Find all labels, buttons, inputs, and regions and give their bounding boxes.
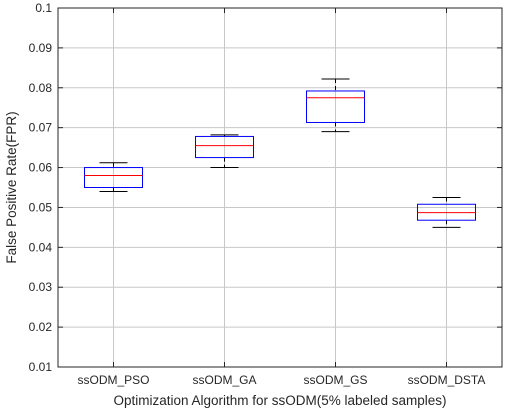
box-ssODM_GA bbox=[195, 134, 254, 169]
y-tick-label: 0.07 bbox=[29, 121, 53, 135]
box-ssODM_PSO bbox=[84, 162, 143, 192]
iqr-box bbox=[84, 167, 143, 189]
x-axis-title: Optimization Algorithm for ssODM(5% labe… bbox=[113, 393, 446, 408]
y-axis-title: False Positive Rate(FPR) bbox=[4, 111, 19, 263]
y-tick-label: 0.01 bbox=[29, 360, 53, 374]
iqr-box bbox=[306, 90, 365, 123]
grid-lines bbox=[58, 8, 502, 367]
y-tick-label: 0.03 bbox=[29, 280, 53, 294]
x-tick-label: ssODM_GA bbox=[192, 373, 256, 387]
y-tick-label: 0.09 bbox=[29, 41, 53, 55]
box-ssODM_DSTA bbox=[417, 196, 476, 228]
box-series bbox=[84, 78, 476, 228]
x-tick-label: ssODM_DSTA bbox=[408, 373, 486, 387]
y-tick-label: 0.05 bbox=[29, 200, 53, 214]
plot-frame bbox=[57, 7, 503, 368]
y-tick-label: 0.06 bbox=[29, 161, 53, 175]
y-tick-label: 0.08 bbox=[29, 81, 53, 95]
box-ssODM_GS bbox=[306, 78, 365, 133]
axis-ticks: 0.01 0.02 0.03 0.04 0.05 0.06 0.07 0.08 0.09 0.1 s… bbox=[29, 1, 502, 387]
iqr-box bbox=[195, 135, 254, 159]
x-tick-label: ssODM_PSO bbox=[77, 373, 149, 387]
y-tick-label: 0.04 bbox=[29, 240, 53, 254]
x-tick-label: ssODM_GS bbox=[303, 373, 367, 387]
y-tick-label: 0.02 bbox=[29, 320, 53, 334]
y-tick-label: 0.1 bbox=[35, 1, 52, 15]
